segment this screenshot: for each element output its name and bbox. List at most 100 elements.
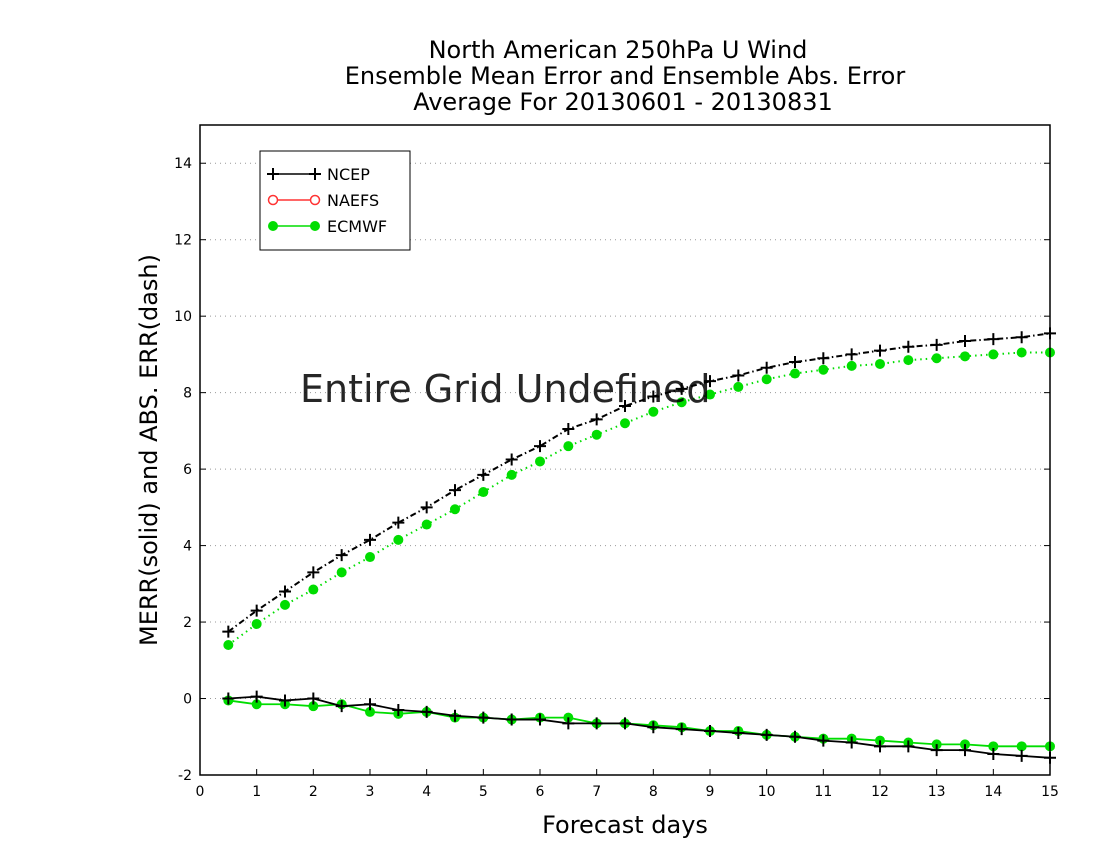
data-point [420,501,433,514]
data-point [903,355,914,366]
data-point [987,333,1000,346]
data-point [648,406,659,417]
data-point [987,747,1000,760]
data-point [874,740,886,753]
data-point [845,736,858,749]
data-point [789,356,801,369]
data-point [619,717,631,730]
data-point [676,397,687,408]
x-axis-title: Forecast days [542,811,708,839]
data-point [309,194,321,206]
data-point [960,351,970,362]
data-point [704,725,716,738]
data-point [534,713,546,726]
data-point [335,700,348,713]
data-point [505,713,518,726]
y-tick-label: 4 [183,539,192,555]
data-point [875,358,885,369]
data-point [845,348,858,361]
data-point [959,744,971,757]
data-point [222,692,235,705]
x-tick-label: 10 [758,784,776,800]
data-point [591,429,602,440]
legend-item-naefs: NAEFS [267,191,379,210]
data-point [647,721,660,734]
y-tick-label: 8 [183,386,192,402]
data-point [308,584,319,595]
grid-lines [200,162,1050,700]
data-point [534,440,546,453]
plot-frame [199,124,1051,776]
data-point [506,469,517,480]
data-point [310,221,320,231]
series-ecmwf [223,347,1055,752]
data-point [420,705,433,718]
data-point [250,604,263,617]
title-line-3: Average For 20130601 - 20130831 [413,88,833,116]
data-point [222,625,235,638]
data-point [279,694,291,707]
y-tick-label: -2 [178,768,192,784]
mean-error-line [228,699,1050,748]
x-tick-label: 12 [871,784,889,800]
data-point [562,422,575,435]
legend-item-ncep: NCEP [267,165,370,184]
data-point [1016,741,1027,752]
data-point [477,468,490,481]
data-point [251,618,262,629]
x-tick-label: 4 [422,784,431,800]
data-point [902,340,915,353]
data-point [1015,749,1028,762]
data-point [1016,347,1027,358]
data-point [675,723,688,736]
data-point [365,706,375,717]
x-tick-label: 2 [309,784,318,800]
title-line-1: North American 250hPa U Wind [429,36,808,64]
legend-item-ecmwf: ECMWF [268,217,387,236]
data-point [478,487,489,498]
data-point [449,709,461,722]
data-point [563,441,574,452]
data-point [364,533,376,546]
data-point [308,701,319,712]
data-point [267,168,279,180]
grid-undefined-annotation: Entire Grid Undefined [300,367,711,411]
chart-title: North American 250hPa U Wind Ensemble Me… [345,36,906,116]
x-tick-label: 7 [592,784,601,800]
x-tick-label: 11 [814,784,832,800]
data-point [477,711,490,724]
data-point [279,585,291,598]
x-tick-label: 9 [706,784,715,800]
x-tick-label: 5 [479,784,488,800]
y-tick-label: 14 [174,156,192,172]
data-point [336,567,347,578]
data-point [959,335,971,348]
x-tick-label: 8 [649,784,658,800]
y-axis-title: MERR(solid) and ABS. ERR(dash) [135,254,163,646]
data-point [818,364,829,375]
data-point [309,168,321,180]
data-point [590,413,603,426]
data-point [267,194,279,206]
legend-label: ECMWF [327,217,387,236]
data-point [562,717,575,730]
title-line-2: Ensemble Mean Error and Ensemble Abs. Er… [345,62,906,90]
data-point [1015,331,1028,344]
data-point [393,534,404,545]
data-point [761,374,772,385]
x-tick-label: 3 [366,784,375,800]
data-point [760,728,773,741]
y-tick-label: 10 [174,309,192,325]
legend-label: NCEP [327,165,370,184]
data-point [988,741,999,752]
data-point [902,740,915,753]
data-point [675,382,688,395]
y-axis: -2 0 2 4 6 8 10 12 14 [174,156,1050,784]
data-point [930,338,943,351]
x-tick-label: 13 [928,784,946,800]
data-point [930,744,943,757]
series-ncep [222,327,1056,764]
data-point [790,368,800,379]
data-point [251,699,262,710]
